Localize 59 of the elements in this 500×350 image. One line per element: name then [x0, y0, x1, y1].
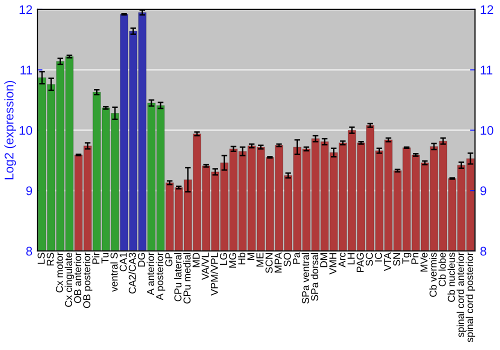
x-tick-label: Cx motor — [56, 252, 63, 292]
x-tick-label: VTA — [384, 252, 391, 272]
x-tick-label: Tg — [402, 252, 412, 264]
y-tick-label: 10 — [20, 126, 32, 135]
x-tick-label: spinal cord posterior — [466, 252, 476, 342]
x-tick-label: ventral S — [110, 252, 118, 292]
x-tick-label: A posterior — [156, 252, 166, 300]
x-tick-label: LS — [38, 252, 45, 264]
x-tick-label: SN — [393, 253, 400, 266]
y2-tick-label: 12 — [480, 5, 494, 14]
x-tick-label: OB anterior — [74, 252, 82, 303]
y2-tick-label: 10 — [480, 126, 494, 135]
x-tick-label: MVe — [420, 252, 428, 272]
x-tick-label: VA/VL — [201, 252, 209, 280]
x-tick-label: VPM/VPL — [210, 252, 218, 296]
y2-tick-label: 11 — [480, 66, 492, 74]
x-tick-label: Arc — [338, 252, 346, 268]
x-tick-label: MD — [192, 252, 200, 268]
x-tick-label: A anterior — [146, 252, 154, 296]
y-tick-label: 8 — [26, 246, 32, 256]
x-tick-label: Cb lobe — [438, 252, 446, 286]
x-tick-label: Cb vermis — [429, 252, 437, 297]
x-tick-label: SPa ventral — [302, 253, 310, 304]
x-tick-label: CPu lateral — [174, 253, 182, 302]
x-tick-label: RS — [46, 252, 54, 266]
x-tick-label: PAG — [356, 253, 364, 272]
y-tick-label: 12 — [20, 5, 32, 14]
x-tick-label: VMH — [329, 253, 336, 275]
x-tick-label: IC — [374, 252, 382, 262]
x-tick-label: DG — [138, 253, 145, 267]
y-axis-title: Log2 (expression) — [4, 80, 16, 180]
x-tick-label: SPa dorsal — [310, 253, 318, 301]
x-tick-label: LG — [220, 253, 228, 265]
x-tick-label: MG — [229, 253, 236, 268]
x-tick-label: Cb nucleus — [448, 252, 455, 302]
x-tick-label: Tu — [102, 253, 109, 264]
x-tick-label: OB posterior — [82, 252, 92, 308]
y-tick-label: 11 — [20, 66, 32, 74]
x-tick-label: ME — [256, 252, 264, 267]
x-tick-label: CA1 — [120, 252, 127, 272]
x-tick-label: MPA — [274, 252, 282, 272]
y2-tick-label: 9 — [480, 186, 486, 196]
x-tick-label: M — [247, 253, 254, 260]
x-tick-label: CPu medial — [183, 253, 191, 304]
x-tick-label: Cx cingulate — [64, 252, 74, 307]
x-tick-label: Pn — [411, 252, 418, 264]
x-tick-label: GP — [165, 252, 172, 266]
x-tick-label: Pa — [292, 252, 300, 264]
x-tick-label: DM — [320, 253, 328, 268]
x-tick-label: spinal cord anterior — [456, 252, 466, 338]
x-tick-label: SC — [366, 252, 373, 266]
x-tick-label: SCN — [266, 253, 273, 273]
x-tick-label: Pir — [92, 252, 100, 264]
y-tick-label: 9 — [26, 186, 32, 196]
x-tick-label: CA2/CA3 — [128, 252, 136, 294]
y2-tick-label: 8 — [480, 246, 486, 256]
x-tick-label: Hb — [238, 252, 246, 264]
x-tick-label: SO — [284, 252, 291, 266]
x-tick-label: LH — [348, 253, 355, 264]
